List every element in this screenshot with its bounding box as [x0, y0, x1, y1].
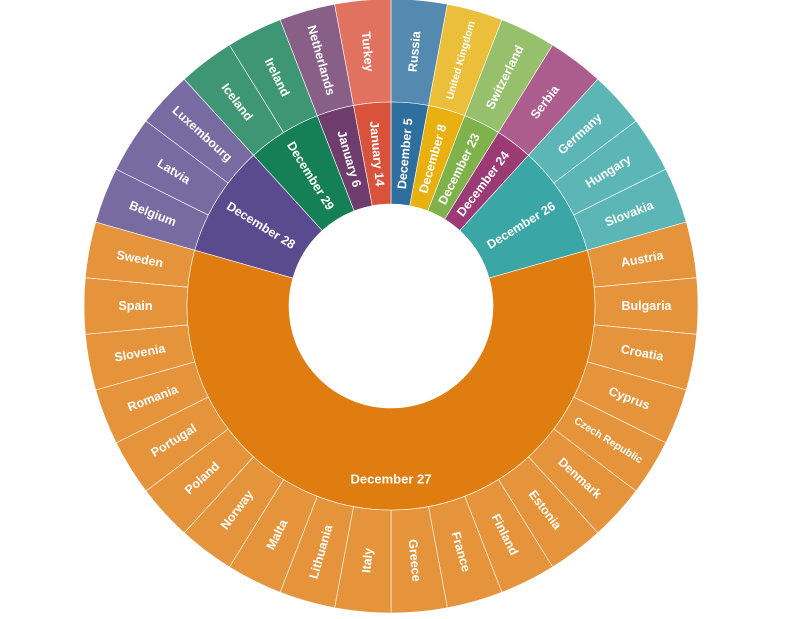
- inner-label-december-5: December 5: [395, 118, 415, 190]
- inner-wedge-january-14[interactable]: [353, 101, 392, 207]
- inner-ring: [186, 101, 596, 511]
- inner-label-january-14: January 14: [367, 120, 387, 186]
- outer-label-italy: Italy: [359, 547, 375, 573]
- inner-label-december-27: December 27: [351, 472, 432, 487]
- outer-label-russia: Russia: [406, 29, 424, 72]
- outer-label-turkey: Turkey: [359, 31, 377, 72]
- outer-label-greece: Greece: [406, 539, 424, 583]
- outer-ring: [83, 0, 699, 614]
- inner-wedge-december-27[interactable]: [186, 249, 596, 511]
- outer-label-spain: Spain: [118, 299, 152, 313]
- outer-label-bulgaria: Bulgaria: [621, 299, 672, 313]
